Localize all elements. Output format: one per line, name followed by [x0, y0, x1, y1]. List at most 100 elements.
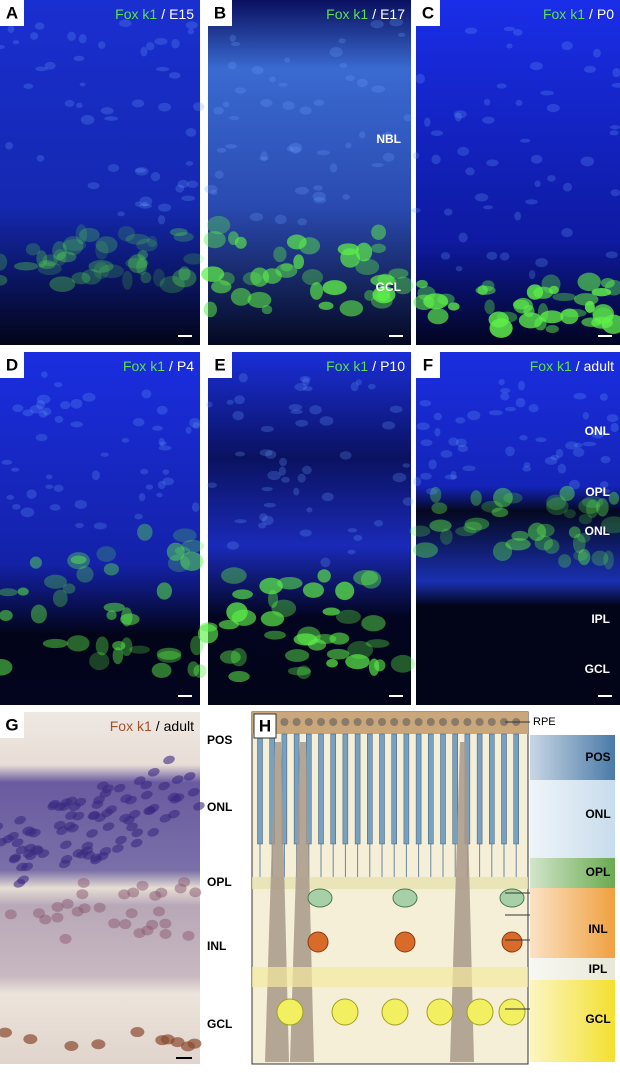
cell: [0, 253, 8, 271]
nucleus: [353, 534, 363, 542]
cell: [79, 227, 100, 243]
nucleus: [112, 844, 124, 853]
nucleus: [299, 375, 311, 383]
cell: [62, 239, 87, 252]
rpe-cell: [426, 718, 435, 726]
ganglion-cell: [276, 998, 304, 1026]
cell: [25, 243, 41, 256]
cell: [586, 499, 599, 519]
cell: [326, 659, 338, 668]
nucleus: [529, 61, 543, 71]
letter-box: [0, 0, 24, 26]
cell: [0, 274, 8, 286]
nucleus: [60, 798, 72, 807]
cell: [221, 567, 247, 584]
nucleus: [185, 21, 198, 29]
nucleus: [119, 919, 132, 930]
nucleus: [222, 101, 230, 108]
nucleus: [402, 463, 411, 468]
photoreceptor: [318, 733, 324, 845]
nucleus: [25, 851, 37, 861]
cell: [183, 253, 205, 265]
nucleus: [562, 182, 573, 192]
nucleus: [338, 38, 346, 44]
nucleus: [573, 392, 587, 400]
photoreceptor: [379, 733, 385, 845]
cell: [62, 236, 84, 256]
layer-label: GCL: [585, 662, 610, 676]
cell: [601, 516, 620, 534]
nucleus: [457, 146, 470, 156]
cell: [564, 509, 576, 519]
nucleus: [523, 462, 531, 468]
cell: [106, 610, 117, 621]
nucleus: [20, 507, 35, 518]
nucleus: [455, 417, 466, 424]
cell: [120, 637, 133, 657]
nucleus: [294, 186, 309, 195]
cell: [546, 497, 569, 516]
cell: [603, 550, 614, 570]
nucleus: [227, 61, 237, 70]
nucleus: [561, 41, 573, 51]
image-panel: [208, 0, 411, 345]
nucleus: [420, 439, 433, 447]
nucleus: [448, 437, 459, 446]
cell: [75, 224, 87, 245]
nucleus: [611, 82, 620, 88]
cell: [573, 550, 588, 561]
nucleus: [453, 110, 467, 119]
nucleus: [22, 409, 34, 417]
nucleus: [163, 755, 175, 765]
nucleus: [306, 507, 313, 513]
nucleus: [79, 82, 86, 87]
nucleus: [411, 207, 421, 213]
nucleus: [154, 37, 168, 45]
nucleus: [525, 199, 538, 205]
cell: [390, 654, 415, 673]
nucleus: [565, 441, 579, 450]
cell: [62, 583, 76, 594]
cell: [505, 538, 531, 551]
nucleus: [499, 252, 510, 261]
nucleus: [157, 214, 166, 225]
nucleus: [158, 445, 172, 451]
nucleus: [309, 405, 322, 415]
nucleus: [78, 33, 87, 44]
nucleus: [117, 211, 125, 217]
nucleus: [295, 419, 309, 427]
nucleus: [528, 404, 539, 413]
cell: [0, 588, 18, 597]
nucleus: [118, 889, 131, 900]
rpe-cell: [402, 718, 411, 726]
cell: [560, 308, 579, 325]
cell: [193, 664, 207, 678]
letter-box: [208, 352, 232, 378]
nucleus: [51, 912, 64, 923]
cell: [364, 290, 375, 301]
nucleus: [86, 829, 98, 838]
nucleus: [189, 417, 201, 428]
nucleus: [428, 459, 437, 470]
nucleus: [125, 908, 138, 919]
nucleus: [506, 43, 513, 49]
nucleus: [599, 488, 611, 494]
nucleus: [373, 520, 384, 527]
callout: RPE: [533, 716, 556, 728]
cell: [355, 258, 380, 275]
nucleus: [512, 29, 523, 36]
opl: [252, 877, 528, 889]
nucleus: [465, 167, 475, 176]
nucleus: [149, 890, 162, 901]
nucleus: [67, 31, 76, 41]
nucleus: [230, 41, 241, 47]
nucleus: [229, 116, 240, 121]
nucleus: [412, 152, 420, 160]
horizontal-cell: [307, 888, 333, 908]
nucleus: [234, 451, 246, 457]
cell: [14, 262, 39, 271]
nucleus: [210, 189, 218, 196]
horizontal-cell: [392, 888, 418, 908]
nucleus: [75, 522, 84, 528]
nucleus: [76, 102, 83, 109]
